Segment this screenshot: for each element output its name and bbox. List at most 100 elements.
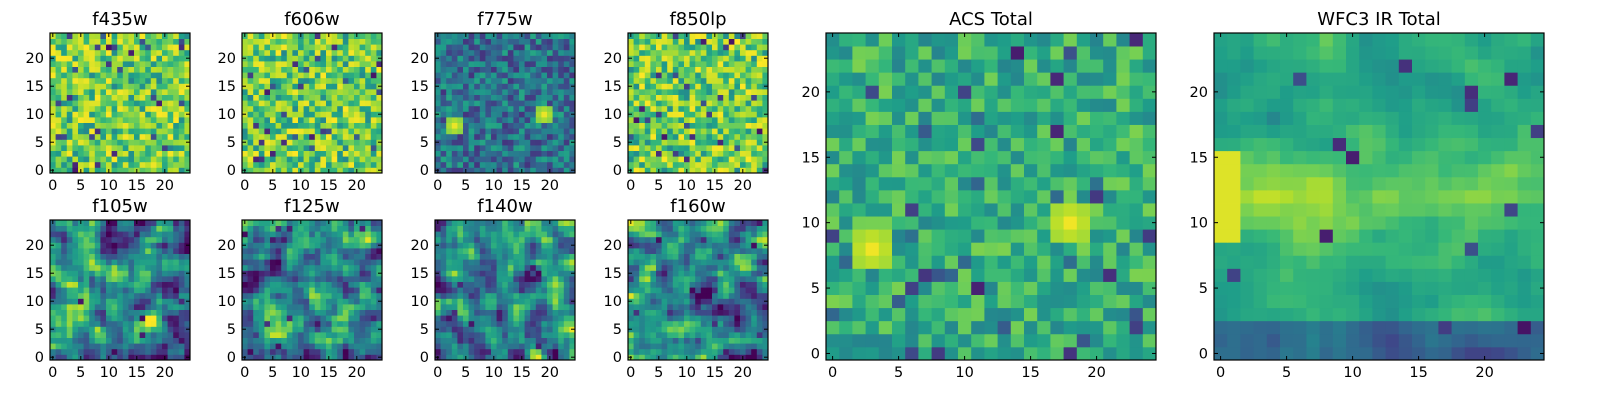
heatmap-cell	[639, 111, 646, 118]
heatmap-cell	[134, 248, 140, 254]
heatmap-cell	[94, 220, 101, 226]
heatmap-cell	[569, 100, 576, 107]
heatmap-cell	[762, 61, 769, 67]
heatmap-cell	[145, 49, 152, 56]
heatmap-cell	[55, 281, 62, 288]
heatmap-cell	[50, 236, 56, 243]
heatmap-cell	[78, 348, 84, 355]
heatmap-cell	[524, 61, 531, 67]
heatmap-cell	[507, 348, 514, 355]
heatmap-cell	[446, 161, 453, 168]
heatmap-cell	[314, 270, 321, 277]
heatmap-cell	[167, 49, 174, 56]
heatmap-cell	[264, 315, 271, 322]
heatmap-cell	[440, 83, 447, 90]
heatmap-cell	[535, 304, 542, 310]
heatmap-cell	[535, 253, 542, 260]
heatmap-cell	[94, 117, 101, 123]
heatmap-cell	[734, 122, 741, 129]
heatmap-cell	[162, 49, 168, 56]
heatmap-cell	[94, 248, 101, 254]
heatmap-cell	[479, 292, 486, 299]
heatmap-cell	[286, 242, 293, 249]
heatmap-cell	[242, 304, 248, 310]
heatmap-cell	[628, 100, 634, 107]
heatmap-cell	[734, 66, 741, 73]
heatmap-cell	[184, 343, 191, 350]
panel-title: f606w	[284, 9, 339, 30]
heatmap-cell	[479, 66, 486, 73]
heatmap-cell	[628, 150, 634, 157]
heatmap-cell	[117, 49, 124, 56]
heatmap-cell	[446, 49, 453, 56]
heatmap-cell	[639, 55, 646, 62]
heatmap-cell	[370, 348, 377, 355]
x-tick-label: 15	[320, 365, 338, 381]
heatmap-cell	[552, 55, 559, 62]
heatmap-cell	[286, 276, 293, 282]
heatmap-cell	[734, 89, 741, 95]
heatmap-cell	[745, 145, 752, 151]
heatmap-cell	[122, 332, 129, 338]
heatmap-cell	[326, 298, 332, 305]
heatmap-cell	[314, 309, 321, 316]
heatmap-cell	[354, 111, 360, 118]
heatmap-cell	[275, 61, 282, 67]
heatmap-cell	[253, 44, 260, 51]
heatmap-cell	[331, 259, 338, 266]
heatmap-cell	[139, 225, 146, 232]
heatmap-cell	[342, 111, 349, 118]
heatmap-cell	[535, 117, 542, 123]
heatmap-cell	[55, 150, 62, 157]
heatmap-cell	[457, 161, 464, 168]
heatmap-cell	[264, 105, 271, 112]
heatmap-cell	[359, 348, 366, 355]
heatmap-cell	[513, 264, 520, 271]
heatmap-cell	[270, 66, 276, 73]
heatmap-cell	[78, 122, 84, 129]
heatmap-cell	[275, 100, 282, 107]
heatmap-cell	[507, 55, 514, 62]
heatmap-cell	[535, 298, 542, 305]
heatmap-cell	[672, 128, 679, 135]
heatmap-cell	[463, 264, 469, 271]
heatmap-cell	[474, 117, 481, 123]
heatmap-cell	[734, 292, 741, 299]
heatmap-cell	[365, 270, 372, 277]
heatmap-cell	[270, 270, 276, 277]
heatmap-cell	[751, 66, 758, 73]
heatmap-cell	[740, 49, 746, 56]
heatmap-cell	[184, 77, 191, 84]
heatmap-cell	[72, 105, 79, 112]
heatmap-cell	[106, 332, 112, 338]
heatmap-cell	[558, 315, 565, 322]
heatmap-cell	[270, 287, 276, 294]
heatmap-cell	[100, 231, 107, 238]
heatmap-cell	[689, 61, 696, 67]
heatmap-cell	[751, 348, 758, 355]
heatmap-cell	[717, 100, 724, 107]
heatmap-cell	[712, 309, 718, 316]
heatmap-cell	[457, 332, 464, 338]
heatmap-cell	[689, 111, 696, 118]
heatmap-cell	[94, 49, 101, 56]
heatmap-cell	[689, 150, 696, 157]
heatmap-cell	[354, 38, 360, 45]
x-tick-label: 20	[156, 365, 174, 381]
heatmap-cell	[122, 133, 129, 140]
heatmap-cell	[502, 264, 509, 271]
heatmap-cell	[106, 231, 112, 238]
heatmap-cell	[689, 49, 696, 56]
heatmap-cell	[242, 309, 248, 316]
heatmap-cell	[530, 133, 537, 140]
heatmap-cell	[354, 343, 360, 350]
heatmap-cell	[762, 133, 769, 140]
heatmap-cell	[167, 128, 174, 135]
heatmap-cell	[502, 44, 509, 51]
heatmap-cell	[457, 150, 464, 157]
heatmap-cell	[365, 320, 372, 327]
heatmap-cell	[491, 264, 497, 271]
heatmap-cell	[474, 139, 481, 146]
heatmap-cell	[734, 332, 741, 338]
heatmap-cell	[370, 315, 377, 322]
